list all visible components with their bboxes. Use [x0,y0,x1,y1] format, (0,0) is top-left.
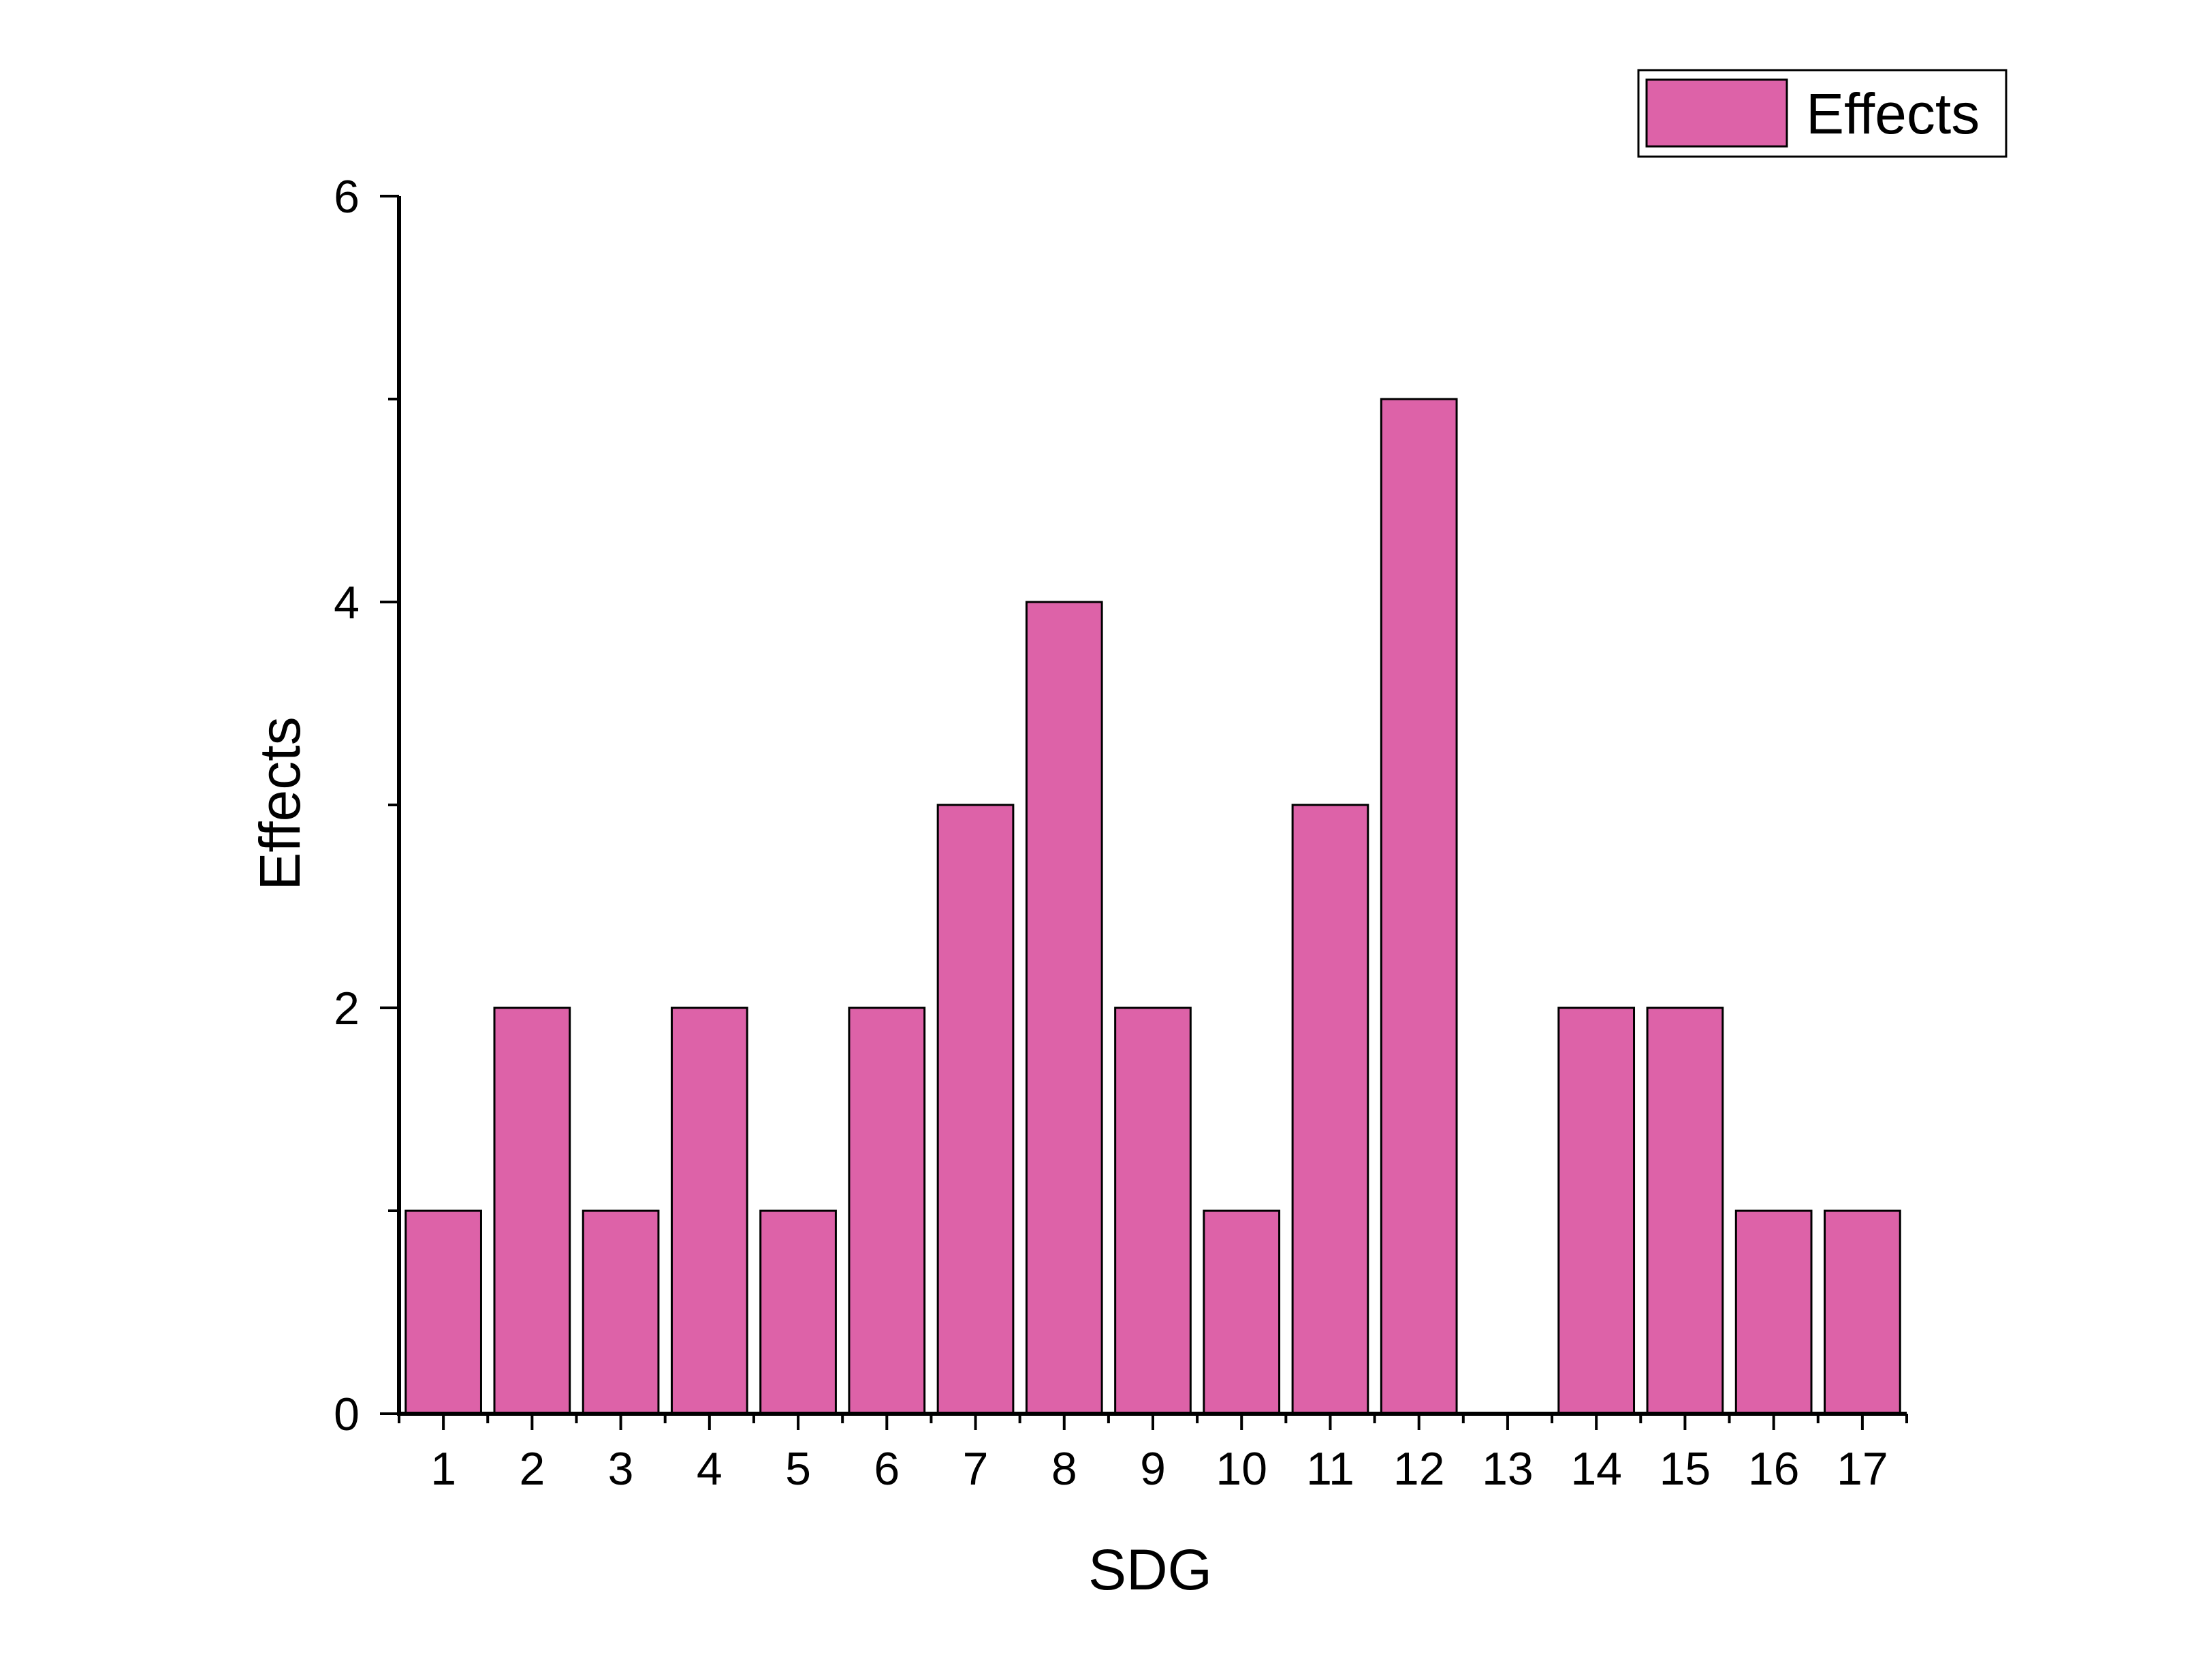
y-tick-label: 4 [334,577,360,629]
bar-sdg-10 [1203,1209,1281,1415]
x-tick-label: 9 [1140,1443,1166,1495]
x-tick-label: 8 [1051,1443,1077,1495]
legend: Effects [1637,69,2008,158]
x-tick-label: 7 [963,1443,989,1495]
x-tick-label: 13 [1482,1443,1534,1495]
bar-sdg-7 [936,804,1015,1415]
x-tick-label: 5 [785,1443,811,1495]
x-tick-label: 14 [1570,1443,1622,1495]
x-axis-title: SDG [1088,1538,1212,1602]
bar-sdg-11 [1291,804,1369,1415]
y-tick-label: 0 [334,1389,360,1440]
x-tick-label: 12 [1393,1443,1445,1495]
bar-sdg-16 [1734,1209,1813,1415]
x-tick-label: 17 [1837,1443,1888,1495]
x-tick-label: 2 [519,1443,545,1495]
bar-sdg-9 [1114,1007,1192,1415]
bar-sdg-15 [1646,1007,1724,1415]
bar-sdg-8 [1025,601,1103,1415]
y-tick-label: 6 [334,171,360,223]
bar-sdg-5 [759,1209,837,1415]
x-tick-label: 3 [608,1443,634,1495]
legend-label: Effects [1806,82,1980,146]
bar-sdg-1 [404,1209,482,1415]
x-tick-label: 1 [430,1443,456,1495]
y-tick-label: 2 [334,983,360,1034]
bar-sdg-4 [670,1007,748,1415]
bars-group [404,398,1901,1415]
x-tick-label: 15 [1660,1443,1711,1495]
y-axis-title: Effects [248,716,312,890]
legend-swatch [1645,78,1788,148]
bar-sdg-12 [1380,398,1458,1415]
x-tick-label: 10 [1216,1443,1267,1495]
x-tick-label: 4 [697,1443,723,1495]
x-tick-label: 16 [1748,1443,1800,1495]
x-tick-label: 11 [1306,1443,1354,1495]
bar-sdg-6 [848,1007,926,1415]
x-tick-label: 6 [874,1443,900,1495]
bar-sdg-3 [582,1209,660,1415]
bar-sdg-14 [1557,1007,1636,1415]
bar-sdg-17 [1824,1209,1901,1415]
bar-sdg-2 [493,1007,571,1415]
